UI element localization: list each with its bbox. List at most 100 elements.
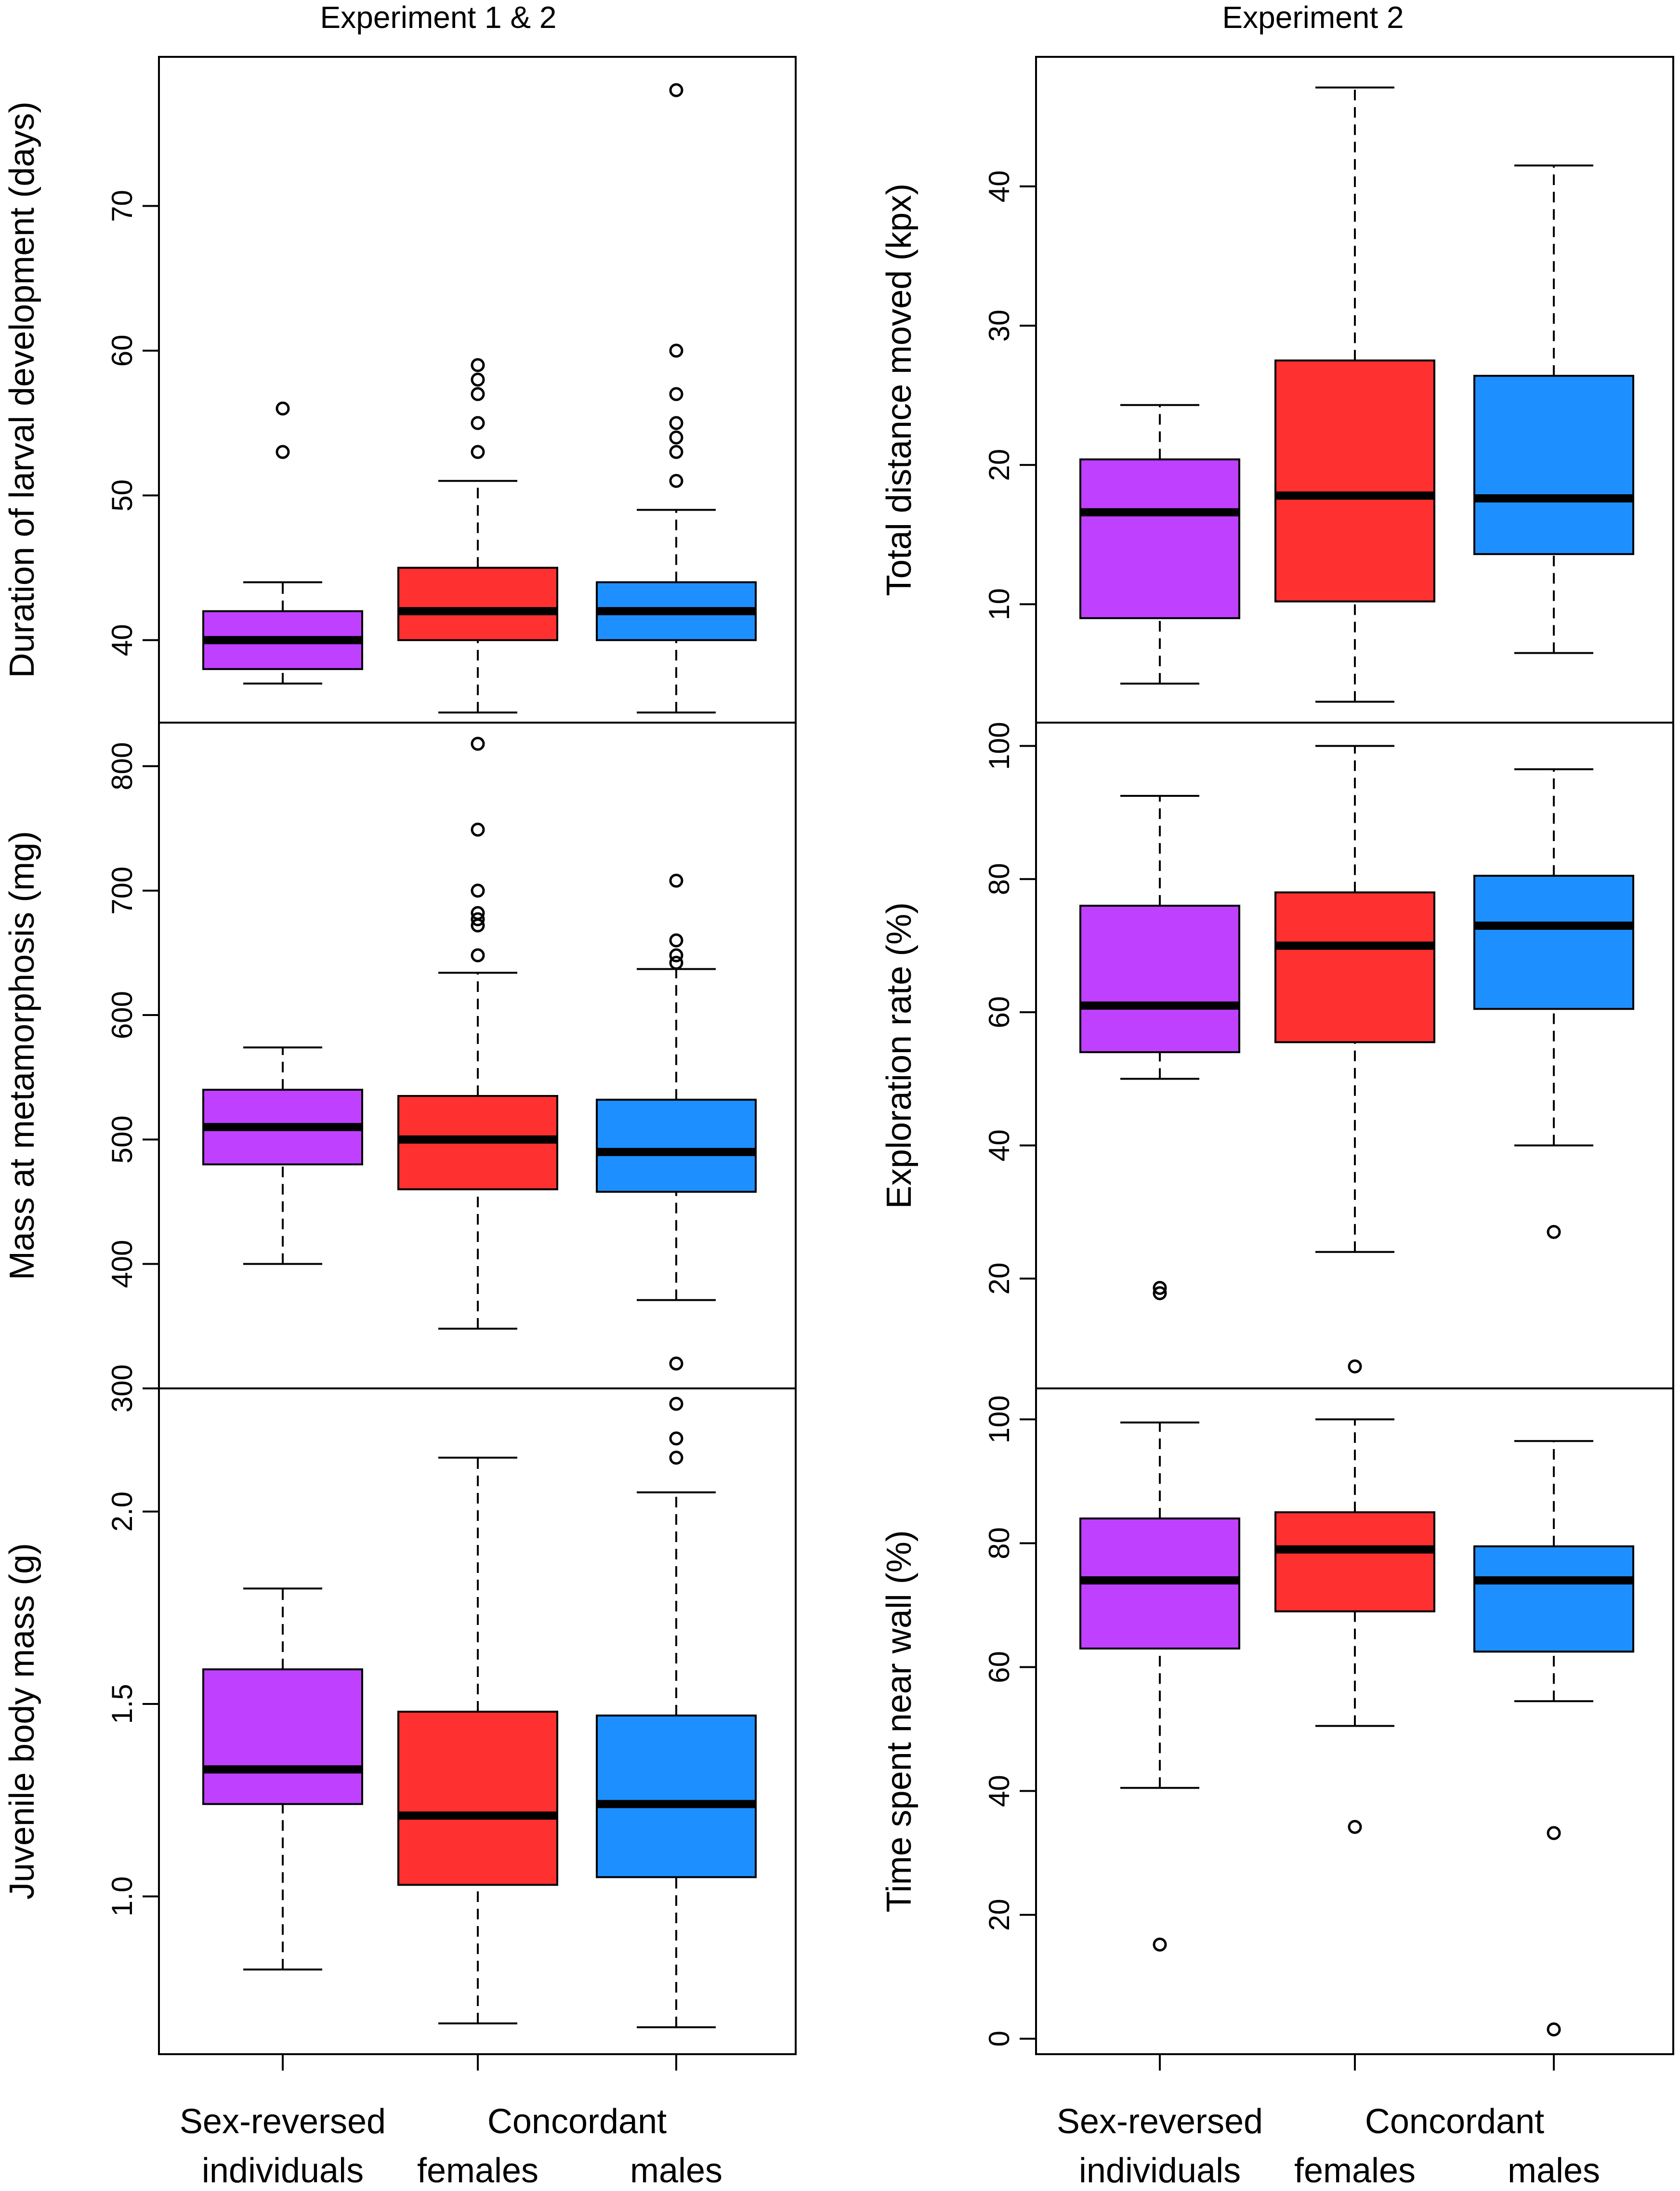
x-label-concordant-line1: Concordant: [487, 2102, 667, 2141]
y-tick-label: 60: [983, 1651, 1015, 1683]
x-group-labels-right: Sex-reversed individuals Concordant fema…: [1057, 2102, 1600, 2190]
iqr-box: [1473, 375, 1634, 555]
y-tick-label: 80: [983, 863, 1015, 895]
outlier-point: [471, 416, 485, 430]
outlier-point: [1348, 1359, 1362, 1373]
box-females: [1274, 1418, 1435, 1834]
box-females: [397, 737, 558, 1330]
panel-juvenile: 1.0 1.5 2.0 Juvenile body mass (g): [3, 1387, 797, 2071]
outlier-point: [471, 884, 485, 898]
box-sex-reversed: [202, 1587, 363, 1971]
x-label-males-line2: males: [1508, 2151, 1600, 2190]
x-label-males-line2: males: [630, 2151, 722, 2190]
y-tick-label: 40: [106, 624, 138, 656]
outlier-point: [669, 445, 683, 459]
y-tick-label: 10: [983, 588, 1015, 620]
column-title-left: Experiment 1 & 2: [320, 0, 557, 35]
y-tick-label: 40: [983, 1129, 1015, 1161]
y-tick-label: 40: [983, 1775, 1015, 1807]
box-males: [596, 1397, 757, 2029]
y-tick-label: 600: [106, 991, 138, 1039]
y-axis-title: Mass at metamorphosis (mg): [3, 831, 41, 1280]
outlier-point: [669, 343, 683, 358]
box-females: [1274, 86, 1435, 703]
y-axis-title: Duration of larval development (days): [3, 102, 41, 678]
box-males: [596, 83, 757, 713]
iqr-box: [1079, 458, 1240, 620]
outlier-point: [471, 372, 485, 387]
y-tick-label: 80: [983, 1527, 1015, 1559]
y-tick-label: 300: [106, 1364, 138, 1412]
outlier-point: [471, 906, 485, 920]
y-axis-title: Juvenile body mass (g): [3, 1543, 41, 1900]
outlier-point: [1547, 1826, 1561, 1840]
panels: 40 50 60 70 Duration of larval development (…: [3, 56, 1674, 2071]
x-group-labels-left: Sex-reversed individuals Concordant fema…: [180, 2102, 722, 2190]
x-label-sex-reversed-line2: individuals: [1079, 2151, 1241, 2190]
iqr-box: [1473, 1545, 1634, 1653]
outlier-point: [669, 948, 683, 963]
iqr-box: [596, 1098, 757, 1193]
y-tick-label: 70: [106, 190, 138, 222]
outlier-point: [471, 737, 485, 751]
y-axis-title: Time spent near wall (%): [880, 1530, 919, 1913]
box-females: [1274, 745, 1435, 1373]
box-females: [397, 1456, 558, 2025]
iqr-box: [1274, 891, 1435, 1043]
y-tick-label: 2.0: [106, 1491, 138, 1531]
outlier-point: [669, 83, 683, 97]
iqr-box: [397, 567, 558, 641]
outlier-point: [669, 430, 683, 445]
y-tick-label: 1.0: [106, 1876, 138, 1916]
x-label-sex-reversed-line2: individuals: [202, 2151, 364, 2190]
x-label-sex-reversed-line1: Sex-reversed: [180, 2102, 386, 2141]
outlier-point: [669, 956, 683, 970]
panel-mass_meta: 300 400 500 600 700 800 Mass at metamorphosis …: [3, 722, 797, 1412]
outlier-point: [471, 948, 485, 963]
outlier-point: [669, 416, 683, 430]
y-tick-label: 100: [983, 722, 1015, 770]
y-tick-label: 400: [106, 1240, 138, 1288]
panel-wall: 0 20 40 60 80 100 Time spent near wall (%): [880, 1387, 1674, 2071]
y-axis-title: Exploration rate (%): [880, 902, 919, 1209]
iqr-box: [1473, 874, 1634, 1010]
iqr-box: [1274, 359, 1435, 603]
box-males: [1473, 1440, 1634, 2037]
box-sex-reversed: [1079, 795, 1240, 1300]
outlier-point: [1153, 1937, 1167, 1952]
outlier-point: [1547, 1225, 1561, 1239]
iqr-box: [397, 1711, 558, 1886]
panel-distance: 10 20 30 40 Total distance moved (kpx): [880, 56, 1674, 724]
iqr-box: [1079, 905, 1240, 1054]
outlier-point: [471, 358, 485, 372]
y-tick-label: 0: [983, 2031, 1015, 2046]
outlier-point: [471, 912, 485, 926]
box-males: [1473, 768, 1634, 1239]
x-label-females-line2: females: [417, 2151, 538, 2190]
outlier-point: [1153, 1280, 1167, 1295]
y-tick-label: 20: [983, 1899, 1015, 1931]
panel-exploration: 20 40 60 80 100 Exploration rate (%): [880, 722, 1674, 1389]
x-label-sex-reversed-line1: Sex-reversed: [1057, 2102, 1263, 2141]
y-tick-label: 30: [983, 310, 1015, 342]
y-tick-label: 800: [106, 742, 138, 790]
y-tick-label: 100: [983, 1395, 1015, 1443]
box-sex-reversed: [202, 401, 363, 685]
y-tick-label: 60: [983, 996, 1015, 1029]
outlier-point: [471, 445, 485, 459]
column-title-right: Experiment 2: [1222, 0, 1404, 35]
outlier-point: [669, 474, 683, 488]
y-tick-label: 60: [106, 335, 138, 367]
outlier-point: [1348, 1820, 1362, 1834]
box-males: [596, 873, 757, 1371]
y-tick-label: 1.5: [106, 1684, 138, 1724]
outlier-point: [669, 873, 683, 888]
panel-larval: 40 50 60 70 Duration of larval development (…: [3, 56, 797, 724]
iqr-box: [596, 1715, 757, 1878]
y-tick-label: 700: [106, 867, 138, 915]
y-tick-label: 500: [106, 1115, 138, 1163]
outlier-point: [669, 1451, 683, 1465]
outlier-point: [471, 387, 485, 401]
y-tick-label: 40: [983, 171, 1015, 203]
